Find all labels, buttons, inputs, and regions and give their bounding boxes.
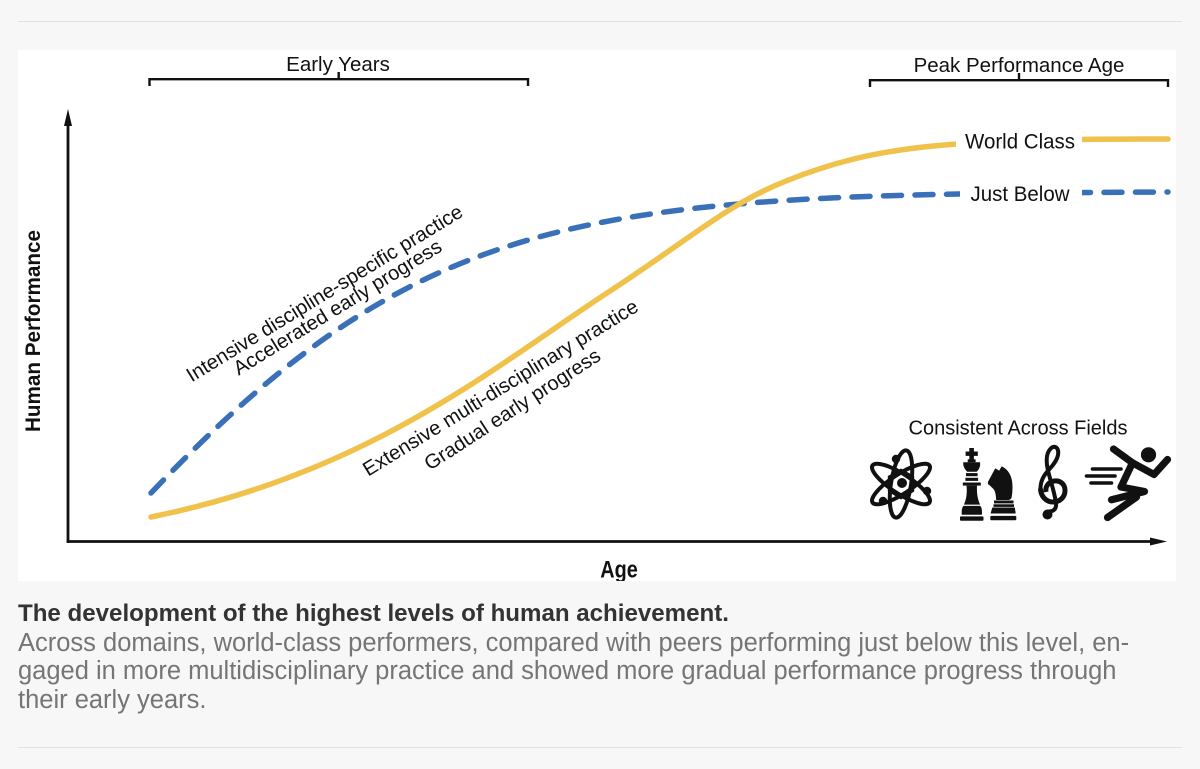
svg-text:Early Years: Early Years xyxy=(286,53,390,76)
svg-text:Just Below: Just Below xyxy=(971,182,1070,206)
svg-text:Age: Age xyxy=(600,557,638,582)
svg-text:Extensive multi-disciplinary p: Extensive multi-disciplinary practice xyxy=(359,296,642,481)
svg-text:Peak Performance Age: Peak Performance Age xyxy=(914,54,1125,77)
svg-text:Accelerated early progress: Accelerated early progress xyxy=(230,236,446,380)
svg-text:World Class: World Class xyxy=(965,130,1075,154)
svg-text:Intensive discipline-specific: Intensive discipline-specific practice xyxy=(183,201,467,387)
svg-text:Human Performance: Human Performance xyxy=(21,230,45,432)
svg-text:Consistent Across Fields: Consistent Across Fields xyxy=(909,418,1128,440)
